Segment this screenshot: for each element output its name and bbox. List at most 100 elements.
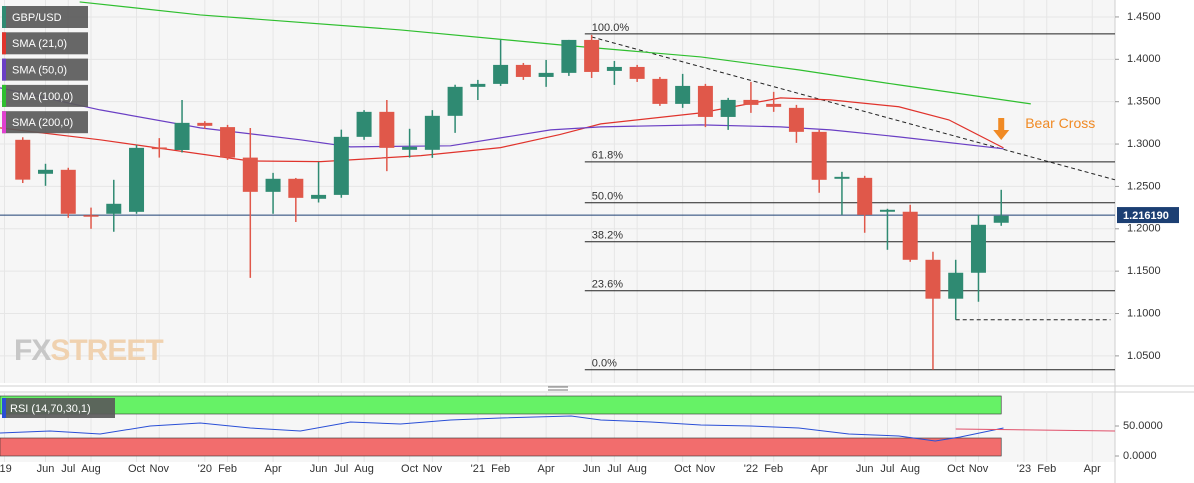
- legend-item[interactable]: SMA (21,0): [2, 32, 88, 55]
- candle-body: [265, 178, 281, 192]
- legend-box: [2, 32, 88, 55]
- candle-body: [834, 176, 850, 179]
- annotation-arrow: [993, 118, 1010, 141]
- candle-body: [493, 64, 509, 84]
- y-tick-label: 1.4000: [1127, 53, 1161, 65]
- legend-swatch: [2, 58, 6, 81]
- candle-body: [561, 39, 577, 73]
- rsi-line: [0, 415, 1004, 442]
- candle-body: [356, 111, 372, 137]
- x-tick-label: '23: [1017, 463, 1031, 475]
- x-tick-label: Feb: [1037, 463, 1056, 475]
- y-tick-label: 1.1500: [1127, 265, 1161, 277]
- watermark: FXSTREET: [14, 334, 163, 367]
- y-tick-label: 50.0000: [1123, 420, 1163, 432]
- legend-swatch: [2, 111, 6, 134]
- candle-body: [106, 203, 122, 214]
- candle-body: [38, 169, 54, 174]
- rsi-signal-line: [955, 428, 1116, 432]
- x-tick-label: Nov: [969, 463, 989, 475]
- candle-body: [993, 215, 1009, 223]
- candle-body: [402, 146, 418, 150]
- last-price-label: 1.216190: [1123, 210, 1169, 222]
- x-tick-label: Jun: [37, 463, 55, 475]
- legend-item[interactable]: SMA (50,0): [2, 58, 88, 81]
- y-tick-label: 1.3500: [1127, 96, 1161, 108]
- legend-box: [2, 6, 88, 28]
- legend-swatch: [2, 84, 6, 107]
- candle-body: [652, 78, 668, 104]
- x-tick-label: Apr: [538, 463, 555, 475]
- legend-item[interactable]: GBP/USD: [2, 6, 88, 28]
- x-tick-label: Aug: [81, 463, 101, 475]
- watermark-part: STREET: [50, 334, 163, 367]
- legend-swatch: [2, 398, 6, 418]
- x-tick-label: Oct: [674, 463, 691, 475]
- y-tick-label: 1.3000: [1127, 138, 1161, 150]
- candle-body: [242, 157, 258, 192]
- candle-body: [697, 85, 713, 117]
- rsi-oversold-zone: [0, 437, 1002, 457]
- candle-body: [857, 177, 873, 215]
- legend-box: [2, 111, 88, 134]
- price-pane: [0, 0, 1115, 383]
- candle-body: [925, 259, 941, 299]
- annotation: Bear Cross: [1025, 115, 1095, 131]
- candle-body: [629, 66, 645, 79]
- legend-label: SMA (200,0): [12, 117, 73, 129]
- last-price-badge: [1117, 207, 1179, 224]
- x-tick-label: Jul: [607, 463, 621, 475]
- x-tick-label: '20: [198, 463, 212, 475]
- legend-label: SMA (21,0): [12, 38, 67, 50]
- candle-body: [288, 178, 304, 198]
- x-tick-label: Feb: [218, 463, 237, 475]
- candle-body: [902, 211, 918, 260]
- x-tick-label: Jun: [856, 463, 874, 475]
- fib-label: 23.6%: [592, 279, 623, 291]
- rsi-legend[interactable]: RSI (14,70,30,1): [2, 398, 115, 418]
- candle-body: [948, 272, 964, 299]
- x-tick-label: Apr: [811, 463, 828, 475]
- y-tick-label: 1.2000: [1127, 223, 1161, 235]
- candle-body: [424, 115, 440, 150]
- legend-swatch: [2, 6, 6, 28]
- candle-body: [379, 111, 395, 148]
- candle-body: [788, 107, 804, 132]
- candle-body: [174, 122, 190, 150]
- fib-label: 0.0%: [592, 358, 617, 370]
- x-tick-label: Nov: [150, 463, 170, 475]
- candle-body: [197, 122, 213, 126]
- fib-label: 50.0%: [592, 191, 623, 203]
- candle-body: [606, 66, 622, 71]
- x-tick-label: Apr: [1084, 463, 1101, 475]
- x-tick-label: '21: [471, 463, 485, 475]
- y-tick-label: 0.0000: [1123, 450, 1157, 462]
- resize-handle[interactable]: [548, 386, 568, 391]
- sma-line: [0, 87, 1004, 150]
- overlay: 1.4500 1.4000 1.3500 1.3000 1.2500 1.2000 1.15…: [0, 6, 1179, 475]
- candle-body: [766, 103, 782, 107]
- legend-item[interactable]: SMA (200,0): [2, 111, 88, 134]
- x-tick-label: '22: [744, 463, 758, 475]
- fib-label: 61.8%: [592, 150, 623, 162]
- candle-body: [15, 139, 31, 180]
- candle-body: [538, 72, 554, 77]
- candle-body: [675, 85, 691, 104]
- x-tick-label: Aug: [900, 463, 920, 475]
- candle-body: [220, 127, 236, 158]
- candle-body: [129, 147, 145, 212]
- x-tick-label: Jul: [880, 463, 894, 475]
- legend-label: SMA (100,0): [12, 91, 73, 103]
- x-tick-label: Jul: [334, 463, 348, 475]
- sma-line: [79, 1, 1031, 105]
- legend-item[interactable]: SMA (100,0): [2, 84, 88, 107]
- sma-line: [0, 97, 1004, 163]
- y-tick-label: 1.2500: [1127, 180, 1161, 192]
- candle-body: [743, 99, 759, 105]
- x-tick-label: Oct: [128, 463, 145, 475]
- candle-body: [811, 131, 827, 180]
- candle-body: [584, 39, 600, 72]
- x-tick-label: Feb: [764, 463, 783, 475]
- x-tick-label: Oct: [401, 463, 418, 475]
